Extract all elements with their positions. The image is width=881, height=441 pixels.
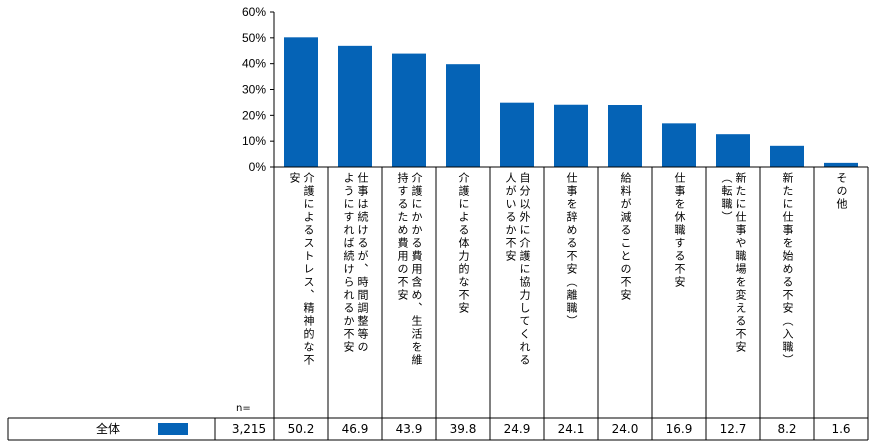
category-label: その他 [814, 172, 868, 416]
sample-size: 3,215 [231, 422, 267, 436]
bar-4 [446, 64, 480, 167]
series-name: 全体 [95, 422, 120, 436]
category-label-line: 仕事を休職する不安 [673, 172, 686, 289]
y-tick-label: 0% [249, 160, 267, 174]
category-label: 仕事を休職する不安 [652, 172, 706, 416]
value-label: 24.0 [611, 422, 639, 436]
y-tick-label: 60% [242, 5, 266, 19]
bar-5 [500, 102, 534, 167]
category-label-line: 介護による体力的な不安 [457, 172, 470, 315]
category-label-line: 給料が減ることの不安 [619, 172, 632, 302]
value-label: 39.8 [449, 422, 477, 436]
value-label: 50.2 [287, 422, 315, 436]
category-label: 仕事を辞める不安（離職） [544, 172, 598, 416]
category-label-line: 介護にかかる費用含め、生活を維 [410, 172, 423, 367]
bar-6 [554, 104, 588, 167]
y-tick-label: 50% [242, 31, 266, 45]
value-label: 43.9 [395, 422, 423, 436]
bar-7 [608, 105, 642, 167]
bar-2 [338, 45, 372, 167]
category-label-line: その他 [835, 172, 848, 211]
value-label: 1.6 [831, 422, 851, 436]
value-label: 12.7 [719, 422, 747, 436]
category-label: 新たに仕事を始める不安（入職） [760, 172, 814, 416]
bar-9 [716, 134, 750, 167]
category-label-line: 仕事を辞める不安（離職） [565, 172, 578, 328]
category-label-line: 新たに仕事や職場を変える不安 [734, 172, 747, 354]
y-tick-label: 20% [242, 108, 266, 122]
category-label: 介護によるストレス、精神的な不安 [274, 172, 328, 416]
category-label-line: 自分以外に介護に協力してくれる [518, 172, 531, 367]
legend-swatch [158, 423, 188, 435]
n-label: n= [236, 403, 251, 414]
y-tick-label: 10% [242, 134, 266, 148]
category-label-line: 安 [288, 172, 301, 185]
bar-3 [392, 53, 426, 167]
category-label-line: 介護によるストレス、精神的な不 [302, 172, 315, 367]
y-tick-label: 30% [242, 83, 266, 97]
category-label-line: ようにすれば続けられるか不安 [342, 172, 355, 354]
category-label: 新たに仕事や職場を変える不安 （転職） [706, 172, 760, 416]
y-tick-label: 40% [242, 57, 266, 71]
bar-1 [284, 37, 318, 167]
category-label-line: （転職） [720, 172, 733, 224]
category-label: 介護による体力的な不安 [436, 172, 490, 416]
value-label: 16.9 [665, 422, 693, 436]
category-label: 自分以外に介護に協力してくれる 人がいるか不安 [490, 172, 544, 416]
category-label-line: 人がいるか不安 [504, 172, 517, 263]
category-label: 仕事は続けるが、時間調整等の ようにすれば続けられるか不安 [328, 172, 382, 416]
category-label-line: 新たに仕事を始める不安（入職） [781, 172, 794, 367]
value-label: 24.1 [557, 422, 585, 436]
category-label: 介護にかかる費用含め、生活を維 持するため費用の不安 [382, 172, 436, 416]
bar-10 [770, 145, 804, 167]
value-label: 46.9 [341, 422, 369, 436]
category-label-line: 持するため費用の不安 [396, 172, 409, 302]
value-label: 24.9 [503, 422, 531, 436]
category-label: 給料が減ることの不安 [598, 172, 652, 416]
category-label-line: 仕事は続けるが、時間調整等の [356, 172, 369, 354]
bar-11 [824, 162, 858, 167]
bar-8 [662, 123, 696, 167]
value-label: 8.2 [777, 422, 797, 436]
